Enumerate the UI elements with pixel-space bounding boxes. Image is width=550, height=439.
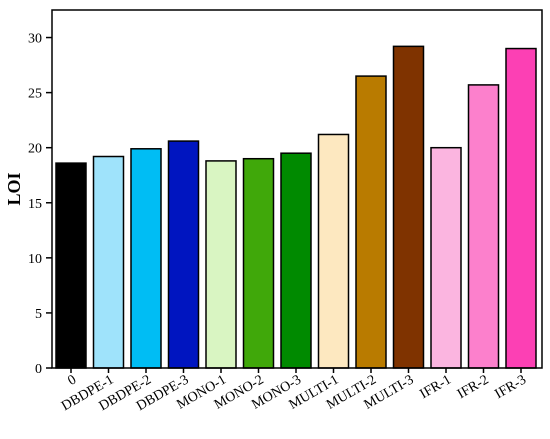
bar-mono-3 [280,152,312,369]
y-tick-label: 20 [28,142,42,157]
bar-0 [55,162,87,369]
y-axis-title: LOI [4,172,24,205]
y-tick-label: 5 [35,307,42,322]
y-tick-label: 0 [35,362,42,377]
x-tick-label-ifr-1: IFR-1 [418,372,454,402]
bar-dbdpe-3 [167,140,200,369]
x-tick-label-ifr-3: IFR-3 [493,372,529,402]
bar-mono-1 [205,160,237,369]
bar-mono-2 [242,157,275,369]
bar-multi-3 [392,45,425,369]
bar-dbdpe-1 [92,155,125,369]
bar-ifr-1 [430,146,462,369]
bar-dbdpe-2 [130,148,162,369]
bar-ifr-2 [467,84,500,369]
bar-multi-2 [355,75,387,369]
y-tick-label: 15 [28,197,42,212]
bars-group [55,45,537,369]
y-tick-label: 25 [28,87,42,102]
bar-multi-1 [317,133,350,369]
x-tick-label-0: 0 [65,372,79,388]
y-tick-label: 10 [28,252,42,267]
bar-ifr-3 [505,47,537,369]
y-tick-label: 30 [28,32,42,47]
y-axis: 0 5 10 15 20 25 30 [28,32,52,377]
x-axis: 0DBDPE-1DBDPE-2DBDPE-3MONO-1MONO-2MONO-3… [59,368,529,414]
x-tick-label-ifr-2: IFR-2 [455,372,491,402]
plot-frame [51,9,543,369]
